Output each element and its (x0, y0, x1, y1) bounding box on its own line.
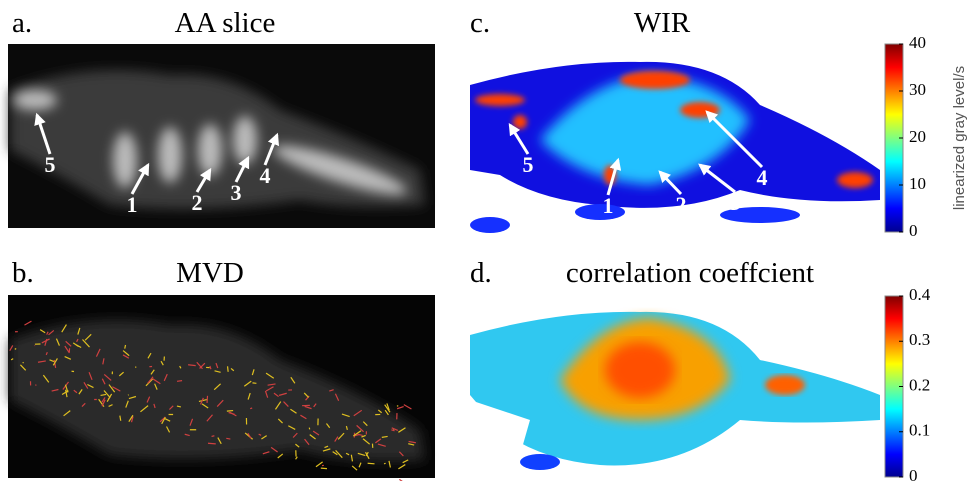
panel-label: a. (12, 7, 32, 39)
vessel (228, 366, 229, 371)
panel-label: b. (12, 257, 34, 289)
colorbar-tick-label: 30 (909, 80, 926, 99)
annotation-number: 5 (523, 152, 534, 177)
image-a (8, 44, 435, 228)
vessel (368, 463, 375, 464)
annotation-number: 3 (231, 180, 242, 205)
vessel (227, 411, 233, 412)
panel-title: correlation coeffcient (566, 257, 814, 289)
panel-title: WIR (634, 7, 691, 39)
colorbar-tick-label: 40 (909, 33, 926, 52)
annotation-number: 2 (192, 190, 203, 215)
panel-label: d. (470, 257, 492, 289)
vessel (125, 345, 126, 349)
vessel (384, 463, 386, 464)
annotation-number: 1 (603, 193, 614, 218)
colorbar-tick-label: 20 (909, 127, 926, 146)
figure: a.AA slice51234b.MVDc.WIR51234010203040l… (0, 0, 971, 481)
vessel (208, 443, 216, 444)
colorbar-tick-label: 0.4 (909, 285, 931, 304)
vessel (226, 438, 230, 439)
colorbar-tick-label: 0.1 (909, 421, 930, 440)
panel-title: AA slice (175, 7, 276, 39)
vessel (15, 348, 16, 349)
annotation-number: 4 (260, 163, 271, 188)
annotation-number: 2 (676, 192, 687, 217)
vessel (250, 408, 252, 409)
vessel (397, 406, 398, 407)
image-c (468, 44, 880, 233)
vessel (212, 436, 215, 437)
colorbar-tick-label: 0.2 (909, 375, 930, 394)
colorbar-label: linearized gray level/s (951, 66, 968, 210)
panel-title: MVD (176, 257, 244, 289)
panel-label: c. (470, 7, 490, 39)
image-d (468, 296, 880, 478)
colorbar-tick-label: 0 (909, 466, 918, 481)
annotation-number: 1 (127, 192, 138, 217)
colorbar-tick-label: 0.3 (909, 330, 930, 349)
colorbar-tick-label: 0 (909, 221, 918, 240)
image-b (8, 295, 435, 481)
vessel (36, 385, 37, 386)
vessel (177, 381, 182, 382)
vessel (23, 362, 24, 363)
annotation-number: 3 (730, 190, 741, 215)
colorbar-tick-label: 10 (909, 174, 926, 193)
annotation-number: 4 (757, 165, 768, 190)
annotation-number: 5 (45, 152, 56, 177)
